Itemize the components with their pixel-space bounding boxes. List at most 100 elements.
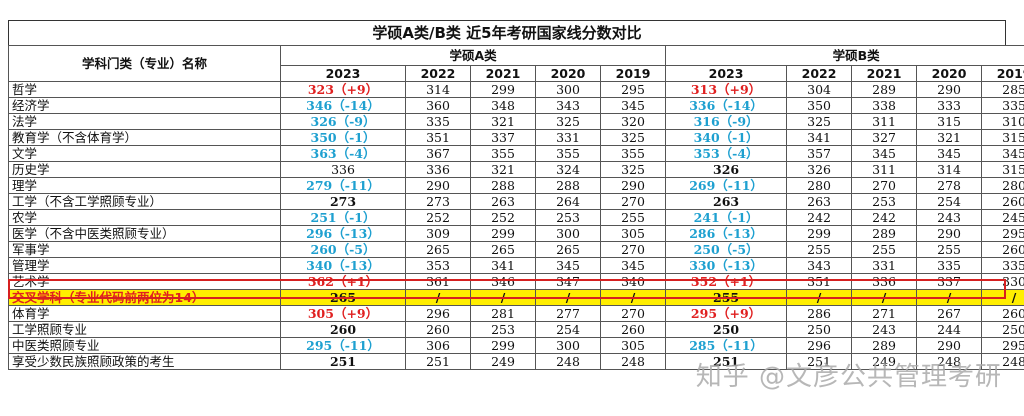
score-cell-a: 326（-9） [280,113,406,130]
score-cell-a: 288 [470,177,536,194]
score-cell-a: 296（-13） [280,225,406,242]
score-cell-a: 251（-1） [280,209,406,226]
score-cell-b: 345 [851,145,918,162]
score-cell-b: 248 [916,353,983,370]
subject-name: 经济学 [8,97,281,114]
score-cell-a: 290 [599,177,667,194]
score-cell-b: 285（-11） [665,337,788,354]
score-cell-a: 314 [405,81,471,98]
score-cell-b: 290 [916,81,983,98]
score-cell-b: 254 [916,193,983,210]
score-cell-a: 345 [535,257,601,274]
score-cell-a: 248 [599,353,667,370]
table-row: 工学（不含工学照顾专业） 273 273 263 264 270 263 263 253 254 2… [8,193,1024,210]
score-cell-b: 345 [981,145,1024,162]
score-cell-a: 325 [599,129,667,146]
score-cell-a: 265 [405,241,471,258]
score-cell-a: 249 [470,353,536,370]
subject-name: 教育学（不含体育学） [8,129,281,146]
table-row: 体育学 305（+9） 296 281 277 270 295（+9） 286 271 267 26… [8,305,1024,322]
score-cell-b: 295 [981,225,1024,242]
year-header-a-2021: 2021 [470,65,536,82]
score-cell-a: 265 [280,289,406,306]
score-cell-a: 295 [599,81,667,98]
year-header-b-2019: 2019 [981,65,1024,82]
score-cell-b: 315 [916,113,983,130]
subject-name: 体育学 [8,305,281,322]
score-cell-b: 260 [981,193,1024,210]
score-cell-b: 241（-1） [665,209,788,226]
score-cell-b: 243 [916,209,983,226]
score-cell-a: 341 [470,257,536,274]
score-cell-b: 243 [851,321,918,338]
score-cell-a: 251 [280,353,406,370]
score-cell-b: 296 [786,337,853,354]
score-cell-b: 357 [786,145,853,162]
score-cell-a: 281 [470,305,536,322]
table-row: 享受少数民族照顾政策的考生 251 251 249 248 248 251 251 249 248… [8,353,1024,370]
score-cell-a: 305 [599,337,667,354]
score-cell-b: 255 [786,241,853,258]
score-cell-b: 280 [786,177,853,194]
score-cell-b: 331 [851,257,918,274]
score-cell-b: 255 [851,241,918,258]
score-cell-b: 255 [916,241,983,258]
score-cell-a: 350（-1） [280,129,406,146]
score-cell-b: 263 [786,193,853,210]
score-cell-b: 336 [851,273,918,290]
score-cell-a: 270 [599,193,667,210]
score-cell-a: 331 [535,129,601,146]
subject-name: 医学（不含中医类照顾专业） [8,225,281,242]
score-cell-a: 252 [470,209,536,226]
table-row: 医学（不含中医类照顾专业） 296（-13） 309 299 300 305 286（-13… [8,225,1024,242]
score-cell-a: 273 [280,193,406,210]
score-cell-b: / [786,289,853,306]
score-cell-a: 305 [599,225,667,242]
score-cell-a: 353 [405,257,471,274]
score-cell-b: 337 [916,273,983,290]
subject-name: 管理学 [8,257,281,274]
score-cell-b: 250 [981,321,1024,338]
score-cell-b: 336（-14） [665,97,788,114]
score-cell-b: 345 [916,145,983,162]
subject-name: 文学 [8,145,281,162]
year-header-b-2022: 2022 [786,65,853,82]
score-cell-b: 350 [786,97,853,114]
score-cell-a: 300 [535,225,601,242]
score-cell-a: 361 [405,273,471,290]
score-cell-a: 288 [535,177,601,194]
score-cell-b: 248 [981,353,1024,370]
score-cell-a: 255 [599,209,667,226]
score-cell-b: 286（-13） [665,225,788,242]
score-cell-a: 321 [470,161,536,178]
score-cell-a: / [599,289,667,306]
score-cell-a: 253 [470,321,536,338]
score-cell-a: 320 [599,113,667,130]
score-cell-a: 299 [470,225,536,242]
score-cell-b: 343 [786,257,853,274]
year-header-a-2023: 2023 [280,65,406,82]
score-cell-b: 352（+1） [665,273,788,290]
score-cell-a: 347 [535,273,601,290]
score-cell-a: 323（+9） [280,81,406,98]
score-cell-b: 353（-4） [665,145,788,162]
table-row: 管理学 340（-13） 353 341 345 345 330（-13） 343 331 335… [8,257,1024,274]
score-cell-b: 286 [786,305,853,322]
score-cell-a: 277 [535,305,601,322]
score-cell-b: 289 [851,337,918,354]
score-cell-b: 310 [981,113,1024,130]
table-row: 教育学（不含体育学） 350（-1） 351 337 331 325 340（-1） 341 3… [8,129,1024,146]
score-cell-a: 299 [470,81,536,98]
subject-name: 哲学 [8,81,281,98]
table-row: 哲学 323（+9） 314 299 300 295 313（+9） 304 289 290 285 [8,81,1024,98]
subject-name: 农学 [8,209,281,226]
table-row: 历史学 336 336 321 324 325 326 326 311 314 315 [8,161,1024,178]
score-cell-a: 324 [535,161,601,178]
score-cell-b: 327 [851,129,918,146]
score-cell-a: 263 [470,193,536,210]
score-cell-b: 316（-9） [665,113,788,130]
score-cell-b: 260 [981,241,1024,258]
score-cell-b: 340（-1） [665,129,788,146]
score-cell-b: 304 [786,81,853,98]
score-cell-a: 300 [535,337,601,354]
